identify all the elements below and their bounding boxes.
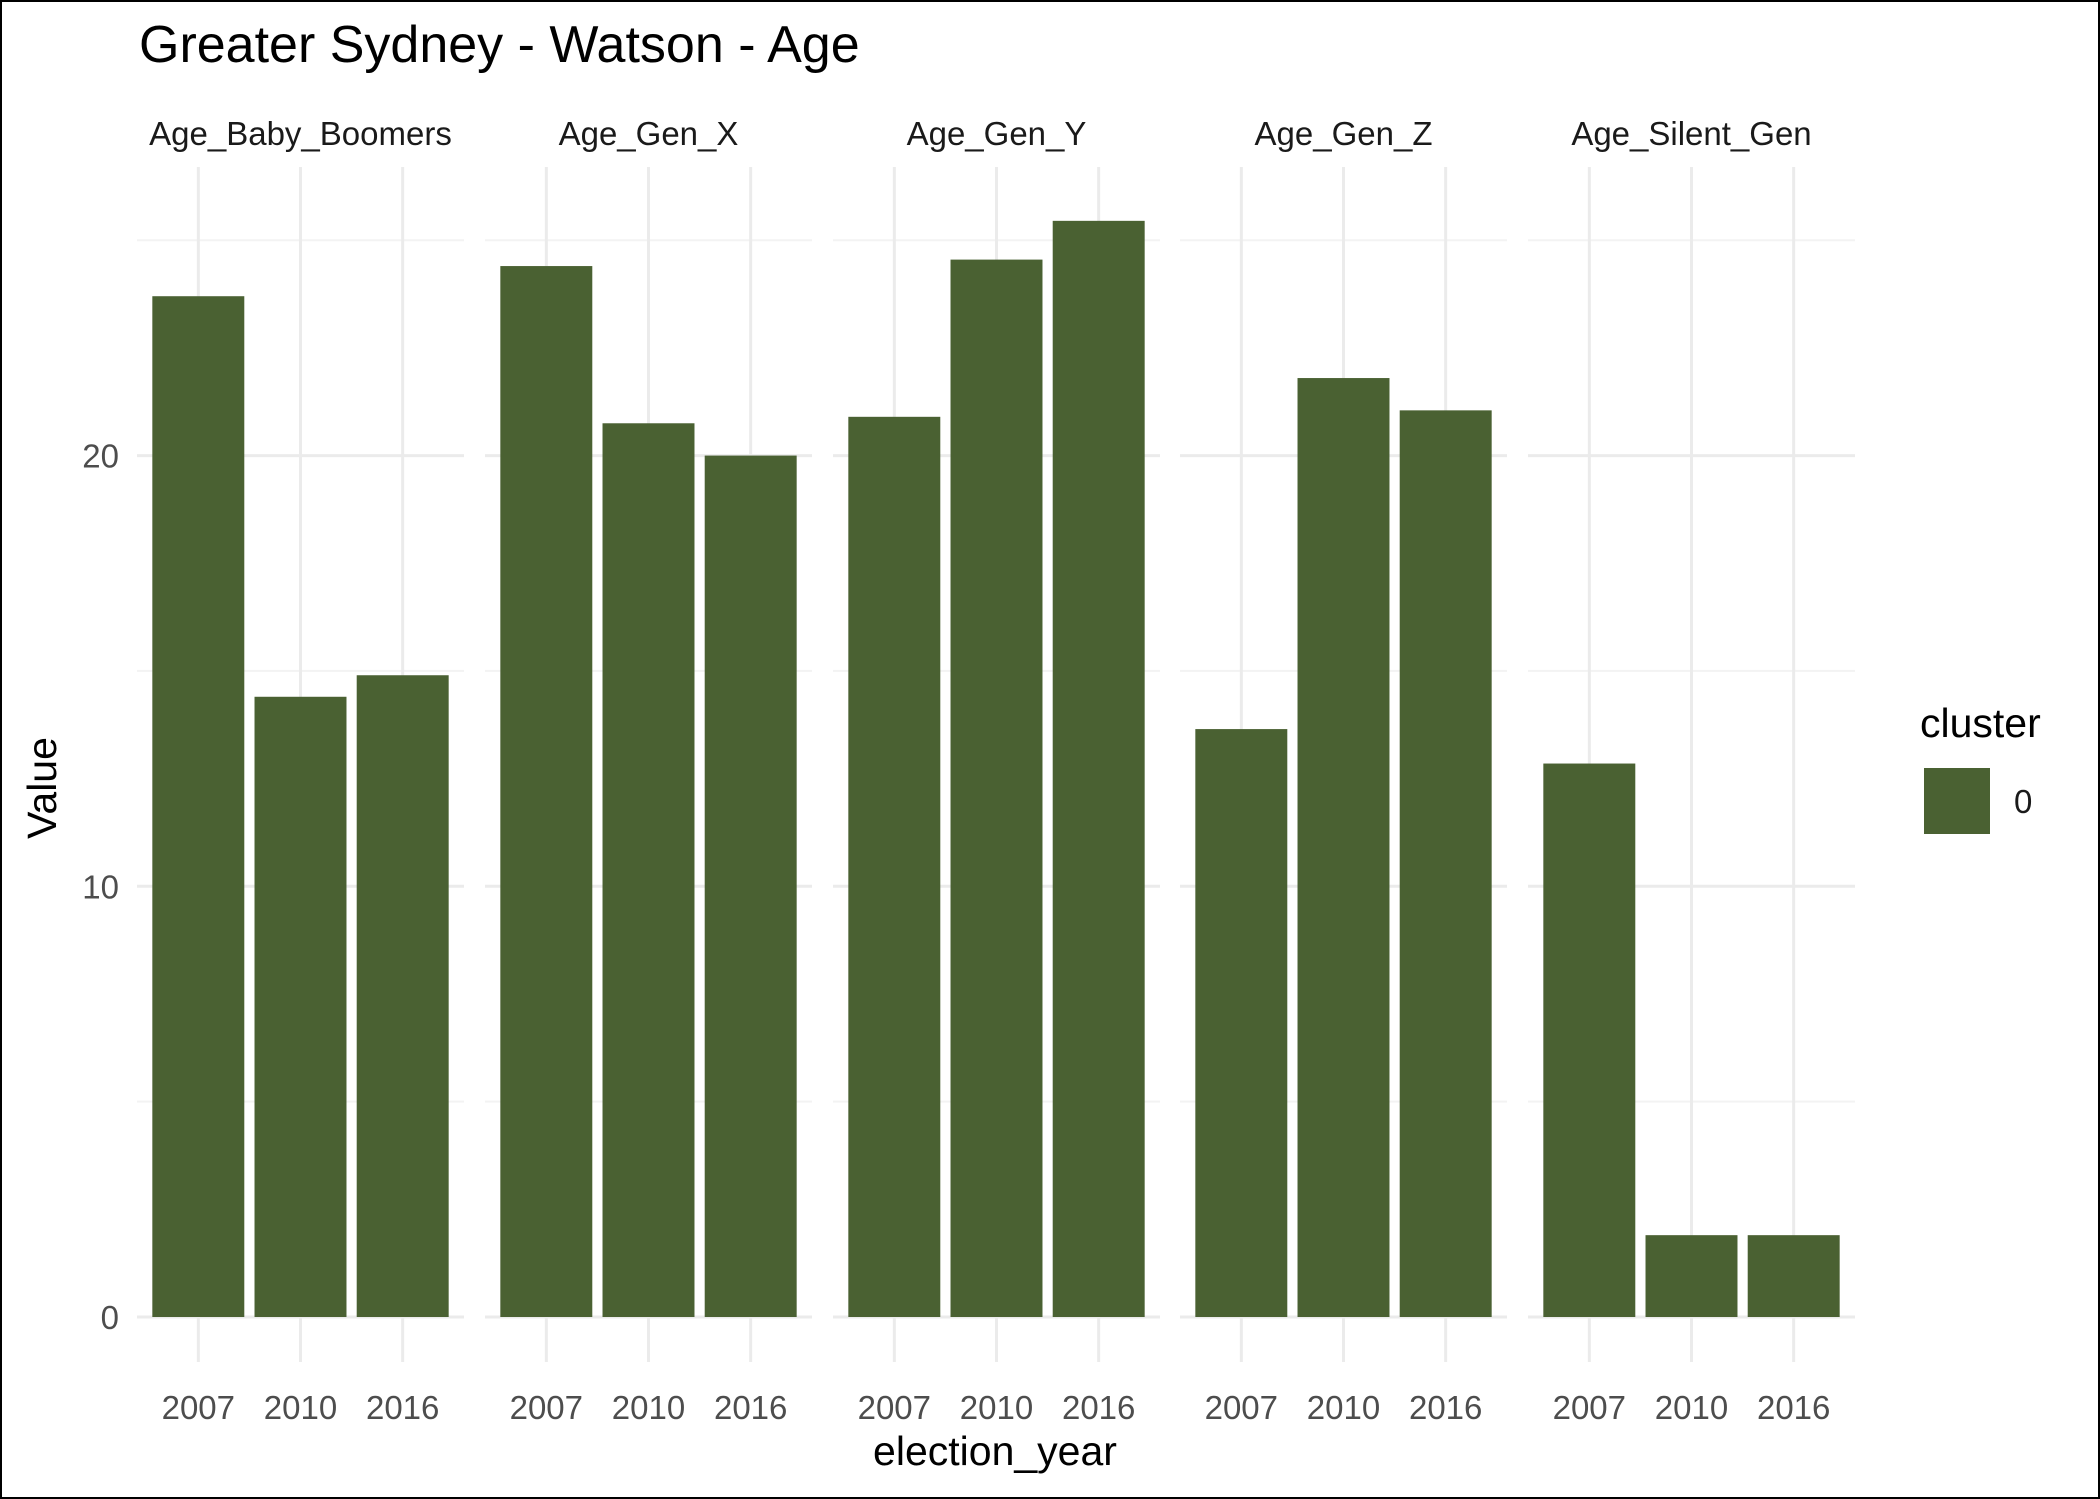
facet-label-Age_Baby_Boomers: Age_Baby_Boomers	[149, 115, 452, 152]
bar-Age_Silent_Gen-2007	[1543, 763, 1636, 1317]
bar-Age_Baby_Boomers-2010	[254, 696, 347, 1317]
facet-label-Age_Gen_Y: Age_Gen_Y	[907, 115, 1087, 152]
x-tick-label: 2010	[264, 1389, 337, 1426]
facet-label-Age_Gen_Z: Age_Gen_Z	[1255, 115, 1433, 152]
x-tick-label: 2016	[1062, 1389, 1135, 1426]
bar-Age_Gen_Y-2010	[950, 259, 1043, 1317]
x-tick-label: 2010	[1655, 1389, 1728, 1426]
x-tick-label: 2007	[162, 1389, 235, 1426]
legend-key-0	[1924, 768, 1990, 834]
x-tick-label: 2016	[366, 1389, 439, 1426]
bar-Age_Gen_X-2010	[602, 423, 695, 1317]
x-tick-label: 2010	[960, 1389, 1033, 1426]
x-tick-label: 2016	[714, 1389, 787, 1426]
x-tick-label: 2010	[612, 1389, 685, 1426]
x-tick-label: 2007	[858, 1389, 931, 1426]
facet-label-Age_Gen_X: Age_Gen_X	[559, 115, 739, 152]
bar-Age_Gen_Z-2010	[1297, 378, 1390, 1317]
panel-Age_Gen_X: Age_Gen_X 2007 2010 2016	[485, 115, 812, 1426]
x-axis-title: election_year	[873, 1428, 1117, 1474]
x-tick-label: 2007	[1205, 1389, 1278, 1426]
facet-label-Age_Silent_Gen: Age_Silent_Gen	[1571, 115, 1811, 152]
y-tick-label: 20	[82, 438, 119, 475]
bar-Age_Gen_X-2016	[704, 455, 797, 1317]
panel-Age_Baby_Boomers: Age_Baby_Boomers 2007 2010 2016	[137, 115, 464, 1426]
y-axis: 0 10 20	[82, 438, 119, 1336]
y-axis-title: Value	[19, 737, 65, 839]
bar-Age_Silent_Gen-2010	[1645, 1235, 1738, 1317]
bar-Age_Gen_X-2007	[500, 266, 593, 1317]
y-tick-label: 0	[101, 1299, 119, 1336]
chart-title: Greater Sydney - Watson - Age	[139, 16, 860, 74]
bar-Age_Silent_Gen-2016	[1747, 1235, 1840, 1317]
bar-Age_Baby_Boomers-2007	[152, 296, 245, 1317]
panel-Age_Silent_Gen: Age_Silent_Gen 2007 2010 2016	[1528, 115, 1855, 1426]
legend-title: cluster	[1920, 700, 2041, 746]
bar-Age_Gen_Z-2016	[1399, 410, 1492, 1317]
x-tick-label: 2007	[1553, 1389, 1626, 1426]
legend-label-0: 0	[2014, 783, 2032, 820]
bar-Age_Gen_Z-2007	[1195, 729, 1288, 1317]
x-tick-label: 2007	[510, 1389, 583, 1426]
y-tick-label: 10	[82, 868, 119, 905]
bar-Age_Gen_Y-2016	[1052, 220, 1145, 1317]
bar-Age_Gen_Y-2007	[848, 416, 941, 1317]
legend: cluster 0	[1920, 700, 2041, 834]
x-tick-label: 2016	[1757, 1389, 1830, 1426]
panel-Age_Gen_Y: Age_Gen_Y 2007 2010 2016	[833, 115, 1160, 1426]
panel-Age_Gen_Z: Age_Gen_Z 2007 2010 2016	[1180, 115, 1507, 1426]
bar-Age_Baby_Boomers-2016	[356, 675, 449, 1317]
x-tick-label: 2016	[1409, 1389, 1482, 1426]
x-tick-label: 2010	[1307, 1389, 1380, 1426]
facet-panels: Age_Baby_Boomers 2007 2010 2016 Age_Gen_X 200…	[137, 115, 1855, 1426]
